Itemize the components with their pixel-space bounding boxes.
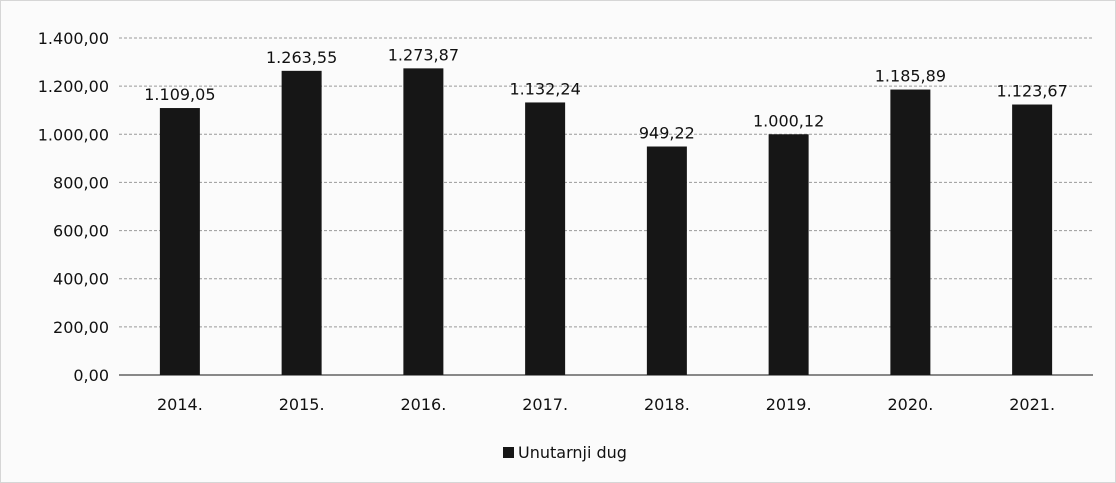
x-tick-label: 2014. — [157, 395, 203, 414]
data-label: 949,22 — [639, 124, 695, 143]
data-label: 1.109,05 — [144, 85, 215, 104]
legend-swatch — [503, 447, 514, 458]
bar — [403, 68, 444, 375]
y-tick-label: 0,00 — [73, 366, 109, 385]
y-tick-label: 600,00 — [53, 222, 109, 241]
bar — [281, 70, 322, 376]
x-tick-label: 2016. — [400, 395, 446, 414]
y-tick-label: 800,00 — [53, 173, 109, 192]
bar — [525, 102, 566, 375]
x-tick-label: 2017. — [522, 395, 568, 414]
data-label: 1.185,89 — [875, 67, 946, 86]
x-tick-label: 2019. — [766, 395, 812, 414]
y-tick-label: 1.400,00 — [38, 29, 109, 48]
bar — [768, 134, 809, 375]
bars — [159, 68, 1053, 376]
bar — [1012, 104, 1053, 376]
legend-label: Unutarnji dug — [518, 443, 627, 462]
x-tick-label: 2020. — [887, 395, 933, 414]
x-axis-ticks: 2014. 2015. 2016. 2017. 2018. 2019. 2020. 2021. — [157, 395, 1055, 414]
data-label: 1.132,24 — [510, 79, 581, 98]
gridlines — [119, 37, 1093, 376]
y-axis-ticks: 0,00 200,00 400,00 600,00 800,00 1.000,00 1.20… — [38, 29, 109, 385]
y-tick-label: 400,00 — [53, 270, 109, 289]
bar — [646, 146, 687, 375]
data-labels: 1.109,05 1.263,55 1.273,87 1.132,24 949,22 1.… — [144, 45, 1068, 142]
y-tick-label: 1.000,00 — [38, 125, 109, 144]
bar — [159, 108, 200, 375]
x-tick-label: 2015. — [279, 395, 325, 414]
data-label: 1.123,67 — [997, 82, 1068, 101]
legend: Unutarnji dug — [503, 443, 627, 462]
data-label: 1.000,12 — [753, 111, 824, 130]
x-tick-label: 2018. — [644, 395, 690, 414]
x-tick-label: 2021. — [1009, 395, 1055, 414]
y-tick-label: 200,00 — [53, 318, 109, 337]
y-tick-label: 1.200,00 — [38, 77, 109, 96]
data-label: 1.263,55 — [266, 48, 337, 67]
bar — [890, 89, 931, 375]
data-label: 1.273,87 — [388, 45, 459, 64]
